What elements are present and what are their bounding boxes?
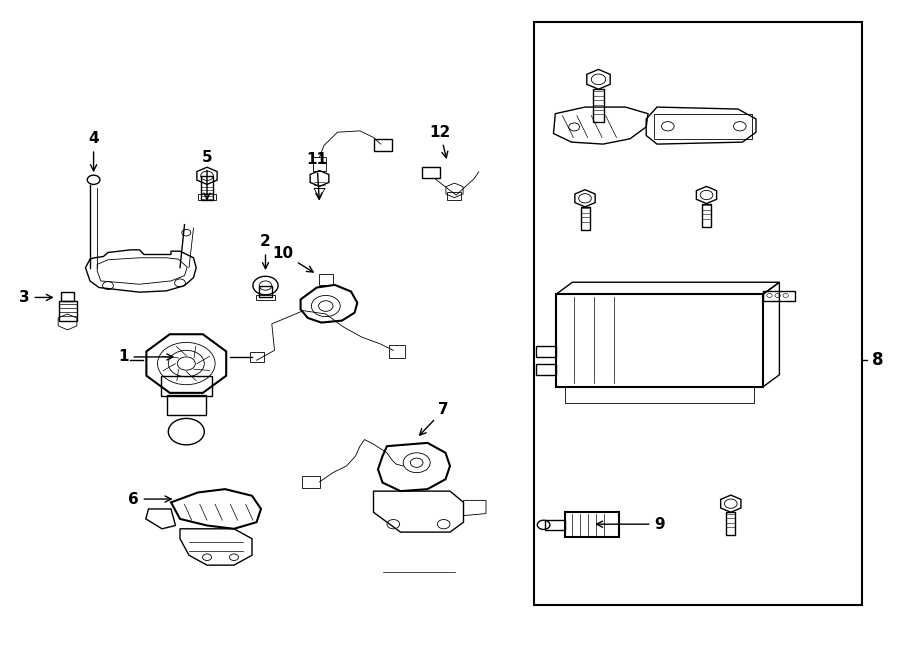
Bar [536,364,556,375]
Text: 11: 11 [306,153,328,199]
Bar [422,167,440,178]
Bar [161,376,212,396]
Text: 4: 4 [88,132,99,171]
Bar [374,139,392,151]
Text: 7: 7 [419,403,449,435]
Text: 12: 12 [429,125,451,158]
Text: 10: 10 [272,246,313,272]
Text: 9: 9 [597,517,665,531]
Bar [545,520,565,530]
Bar [580,207,590,230]
Bar [389,345,405,358]
Bar [201,176,213,200]
Bar [565,387,754,403]
Bar [556,294,763,387]
Bar [654,114,752,139]
Bar [702,204,711,227]
Text: 8: 8 [872,351,883,369]
Bar [593,89,604,122]
Text: 6: 6 [128,492,171,506]
Bar [726,512,735,535]
Bar [166,395,206,415]
Bar [565,512,619,537]
Bar [447,192,461,200]
Bar [536,346,556,357]
Bar [250,352,264,362]
Bar [319,274,333,285]
Bar [313,157,326,171]
Bar [302,476,319,488]
Bar [61,292,74,301]
Text: 2: 2 [260,235,271,268]
Text: 1: 1 [118,350,173,364]
Bar [259,286,272,297]
Bar [256,295,275,300]
Text: 5: 5 [202,150,212,199]
Text: 3: 3 [19,290,52,305]
Bar [534,22,862,605]
Bar [198,194,216,200]
Bar [58,301,76,321]
